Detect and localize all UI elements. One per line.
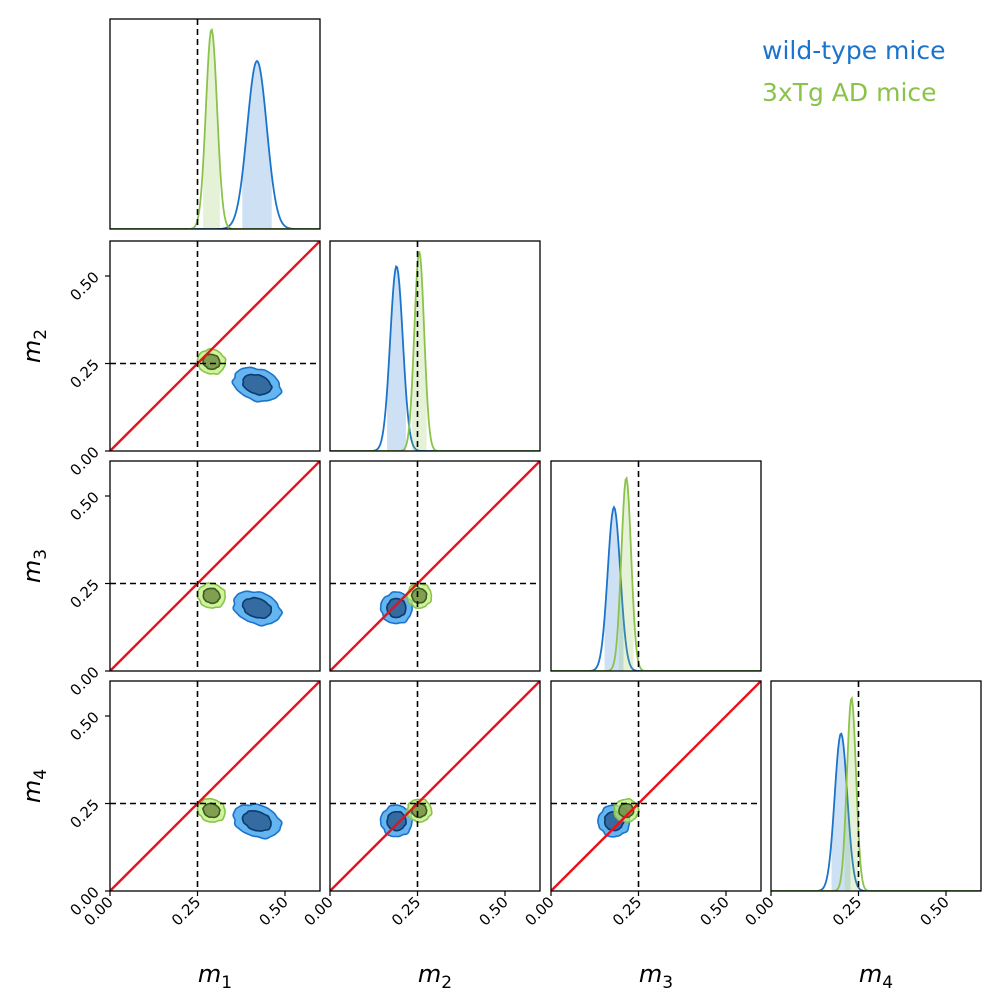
panel-frame-2-1 [329, 460, 541, 672]
legend: wild-type mice 3xTg AD mice [762, 30, 945, 114]
contour-inner-m4-m1-series-0 [241, 810, 272, 832]
ytick-label-m2-0: 0.00 [66, 443, 102, 479]
panel-m4-vs-m3: 0.00 0.25 0.50 [521, 680, 762, 929]
identity-line-m2-m1 [110, 241, 320, 451]
xlabel-m1: m1 [198, 960, 232, 993]
ytick-label-m2-2: 0.50 [66, 268, 102, 304]
xtick-label-m2-1: 0.25 [388, 893, 424, 929]
ytick-label-m4-1: 0.25 [66, 796, 102, 832]
xtick-label-m4-1: 0.25 [829, 893, 865, 929]
contour-inner-m3-m1-series-1 [202, 587, 221, 605]
contour-inner-m3-m1-series-0 [241, 596, 273, 620]
marginal-band-m1-series-0 [242, 61, 272, 229]
marginal-curve-m2-series-0 [330, 264, 540, 451]
legend-entry-wild-type: wild-type mice [762, 36, 946, 65]
ylabel-m4: m4 [18, 769, 51, 803]
identity-line-m3-m2 [330, 461, 540, 671]
panel-m3-vs-m1: 0.00 0.25 0.50 [66, 460, 321, 699]
xtick-label-m3-2: 0.50 [696, 893, 732, 929]
marginal-curve-m3-series-1 [551, 475, 761, 671]
marginal-curve-m3-series-0 [551, 505, 761, 671]
xlabel-m3: m3 [639, 960, 673, 993]
ytick-label-m4-2: 0.50 [66, 708, 102, 744]
panel-m4-vs-m2: 0.00 0.25 0.50 [300, 680, 541, 929]
panel-frame-1-1 [329, 240, 541, 452]
contour-inner-m4-m1-series-1 [202, 802, 221, 819]
panel-frame-0-0 [109, 18, 321, 230]
identity-line-m4-m2 [330, 681, 540, 891]
identity-line-m4-m3 [551, 681, 761, 891]
panel-m2-vs-m2 [329, 240, 541, 452]
ytick-label-m3-1: 0.25 [66, 576, 102, 612]
xtick-label-m1-1: 0.25 [168, 893, 204, 929]
contour-inner-m4-m2-series-0 [386, 810, 407, 832]
panels-layer: 0.000.250.500.000.250.500.00 0.25 0.500.00… [66, 18, 982, 929]
identity-line-m3-m1 [110, 461, 320, 671]
xlabel-m4: m4 [859, 960, 893, 993]
marginal-curve-m4-series-0 [771, 732, 981, 891]
legend-entry-3xtg: 3xTg AD mice [762, 78, 937, 107]
xtick-label-m2-2: 0.50 [475, 893, 511, 929]
panel-frame-1-0 [109, 240, 321, 452]
panel-frame-3-3 [770, 680, 982, 892]
identity-line-m4-m1 [110, 681, 320, 891]
xtick-label-m3-1: 0.25 [609, 893, 645, 929]
ytick-label-m3-2: 0.50 [66, 488, 102, 524]
xtick-label-m4-2: 0.50 [916, 893, 952, 929]
ylabel-m2: m2 [18, 329, 51, 363]
panel-frame-3-0 [109, 680, 321, 892]
axis-labels-layer: m1 m2 m3 m4 m2 m3 m4 [18, 329, 893, 993]
xtick-label-m4-0: 0.00 [741, 893, 777, 929]
xtick-label-m2-0: 0.00 [300, 893, 336, 929]
xtick-label-m3-0: 0.00 [521, 893, 557, 929]
panel-m2-vs-m1: 0.00 0.25 0.50 [66, 240, 321, 479]
panel-m1-vs-m1 [109, 18, 321, 230]
panel-m3-vs-m3 [550, 460, 762, 672]
marginal-curve-m2-series-1 [330, 251, 540, 451]
marginal-curve-m4-series-1 [771, 695, 981, 891]
marginal-curve-m1-series-1 [110, 27, 320, 229]
panel-frame-2-0 [109, 460, 321, 672]
contour-inner-m2-m1-series-0 [241, 373, 273, 396]
panel-frame-3-1 [329, 680, 541, 892]
panel-m4-vs-m4: 0.00 0.25 0.50 [741, 680, 982, 929]
xtick-label-m1-2: 0.50 [255, 893, 291, 929]
panel-m4-vs-m1: 0.00 0.25 0.500.000.250.50 [66, 680, 321, 929]
panel-m3-vs-m2 [329, 460, 541, 672]
panel-frame-3-2 [550, 680, 762, 892]
xlabel-m2: m2 [418, 960, 452, 993]
contour-inner-m3-m2-series-0 [386, 597, 407, 619]
ylabel-m3: m3 [18, 549, 51, 583]
ytick-label-m2-1: 0.25 [66, 356, 102, 392]
contour-inner-m4-m3-series-1 [618, 802, 635, 819]
panel-frame-2-2 [550, 460, 762, 672]
ytick-label-m3-0: 0.00 [66, 663, 102, 699]
contour-inner-m3-m2-series-1 [410, 587, 428, 604]
